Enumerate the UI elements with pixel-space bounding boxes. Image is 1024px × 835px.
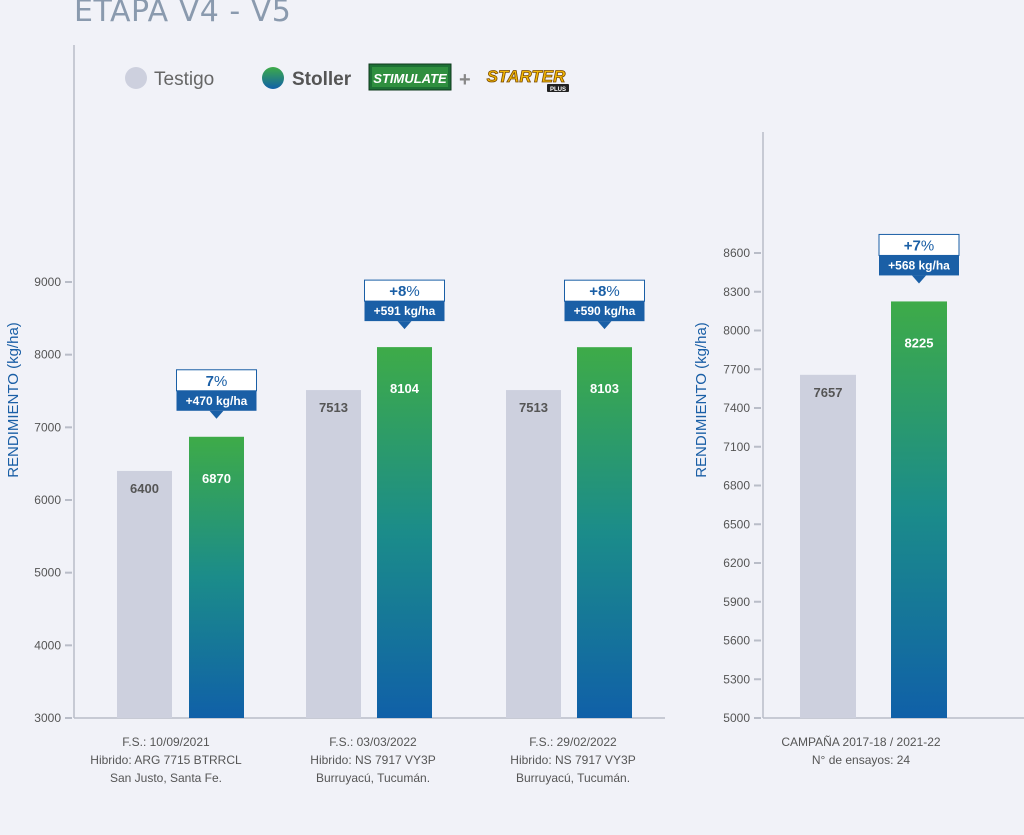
gain-kg-box [879,255,959,276]
y-tick-label: 6200 [723,556,750,570]
gain-kg-label: +591 kg/ha [374,304,436,318]
left-y-ticks: 3000 4000 5000 6000 7000 8000 9000 [34,275,72,725]
gain-callout: +8% +591 kg/ha [364,279,445,330]
y-tick-label: 7100 [723,440,750,454]
callout-pointer [597,321,612,330]
stoller-value-label: 8103 [590,381,619,396]
gain-callout: +8% +590 kg/ha [564,279,645,330]
stoller-legend-marker [262,67,284,89]
stoller-value-label: 8225 [905,335,934,350]
gain-kg-box [176,390,257,411]
stoller-bar [577,347,632,718]
left-y-axis-title: RENDIMIENTO (kg/ha) [5,322,22,478]
y-tick-label: 5000 [723,711,750,725]
gain-kg-box [564,301,645,322]
y-tick-label: 5600 [723,634,750,648]
legend: Testigo Stoller STIMULATE + STARTER PLUS [125,63,569,93]
svg-text:PLUS: PLUS [550,87,566,93]
testigo-bar [506,390,561,718]
y-tick-label: 7000 [34,420,61,434]
left-bars: 6400 6870 7% +470 kg/ha F.S.: 10/09/2021 Hibr… [90,279,645,785]
y-tick-label: 7700 [723,362,750,376]
group-caption-line: Hibrido: ARG 7715 BTRRCL [90,753,242,767]
y-tick-label: 8000 [723,324,750,338]
group-caption-line: Hibrido: NS 7917 VY3P [510,753,635,767]
y-tick-label: 6000 [34,493,61,507]
legend-plus-sign: + [459,69,471,91]
right-y-ticks: 5000 5300 5600 5900 6200 6500 6800 7100 7400 7700… [723,246,761,725]
gain-kg-label: +568 kg/ha [888,258,950,272]
gain-callout: +7% +568 kg/ha [878,233,960,284]
testigo-legend-label: Testigo [154,69,214,90]
group-caption-line: Burruyacú, Tucumán. [516,771,630,785]
stoller-legend-label: Stoller [292,69,352,90]
gain-kg-label: +470 kg/ha [186,394,248,408]
y-tick-label: 7400 [723,401,750,415]
testigo-value-label: 7657 [814,385,843,400]
callout-pointer [209,410,224,419]
stoller-value-label: 6870 [202,471,231,486]
group-caption-line: F.S.: 10/09/2021 [122,735,210,749]
starter-logo: STARTER PLUS [486,67,569,93]
testigo-bar [800,374,856,718]
testigo-bar [117,470,172,718]
y-tick-label: 3000 [34,711,61,725]
y-tick-label: 6500 [723,517,750,531]
group-caption-line: N° de ensayos: 24 [812,753,911,767]
testigo-value-label: 6400 [130,481,159,496]
y-tick-label: 5900 [723,595,750,609]
y-tick-label: 9000 [34,275,61,289]
group-caption-line: Burruyacú, Tucumán. [316,771,430,785]
page-title: ETAPA V4 - V5 [74,0,292,29]
stoller-value-label: 8104 [390,381,420,396]
gain-pct-label: 7% [206,373,228,390]
testigo-legend-marker [125,67,147,89]
y-tick-label: 5300 [723,672,750,686]
callout-pointer [397,321,412,330]
group-caption-line: Hibrido: NS 7917 VY3P [310,753,435,767]
y-tick-label: 8000 [34,348,61,362]
gain-kg-label: +590 kg/ha [574,304,636,318]
stoller-bar [377,347,432,718]
stimulate-logo: STIMULATE [368,63,452,91]
testigo-value-label: 7513 [519,400,548,415]
group-caption-line: San Justo, Santa Fe. [110,771,222,785]
testigo-bar [306,390,361,718]
gain-callout: 7% +470 kg/ha [176,369,257,419]
y-tick-label: 5000 [34,566,61,580]
group-caption-line: F.S.: 03/03/2022 [329,735,417,749]
stoller-bar [189,436,244,718]
y-tick-label: 6800 [723,479,750,493]
svg-text:STIMULATE: STIMULATE [373,71,447,86]
y-tick-label: 4000 [34,638,61,652]
right-y-axis-title: RENDIMIENTO (kg/ha) [693,322,710,478]
group-caption-line: F.S.: 29/02/2022 [529,735,617,749]
gain-kg-box [364,301,445,322]
gain-pct-label: +7% [904,237,934,254]
y-tick-label: 8600 [723,246,750,260]
callout-pointer [912,275,926,284]
right-bars: 7657 8225 +7% +568 kg/ha CAMPAÑA 2017-18 / 2… [781,233,960,767]
testigo-value-label: 7513 [319,400,348,415]
svg-text:STARTER: STARTER [487,67,566,86]
gain-pct-label: +8% [589,283,619,300]
stoller-bar [891,301,947,718]
group-caption-line: CAMPAÑA 2017-18 / 2021-22 [781,735,941,749]
y-tick-label: 8300 [723,285,750,299]
gain-pct-label: +8% [389,283,419,300]
